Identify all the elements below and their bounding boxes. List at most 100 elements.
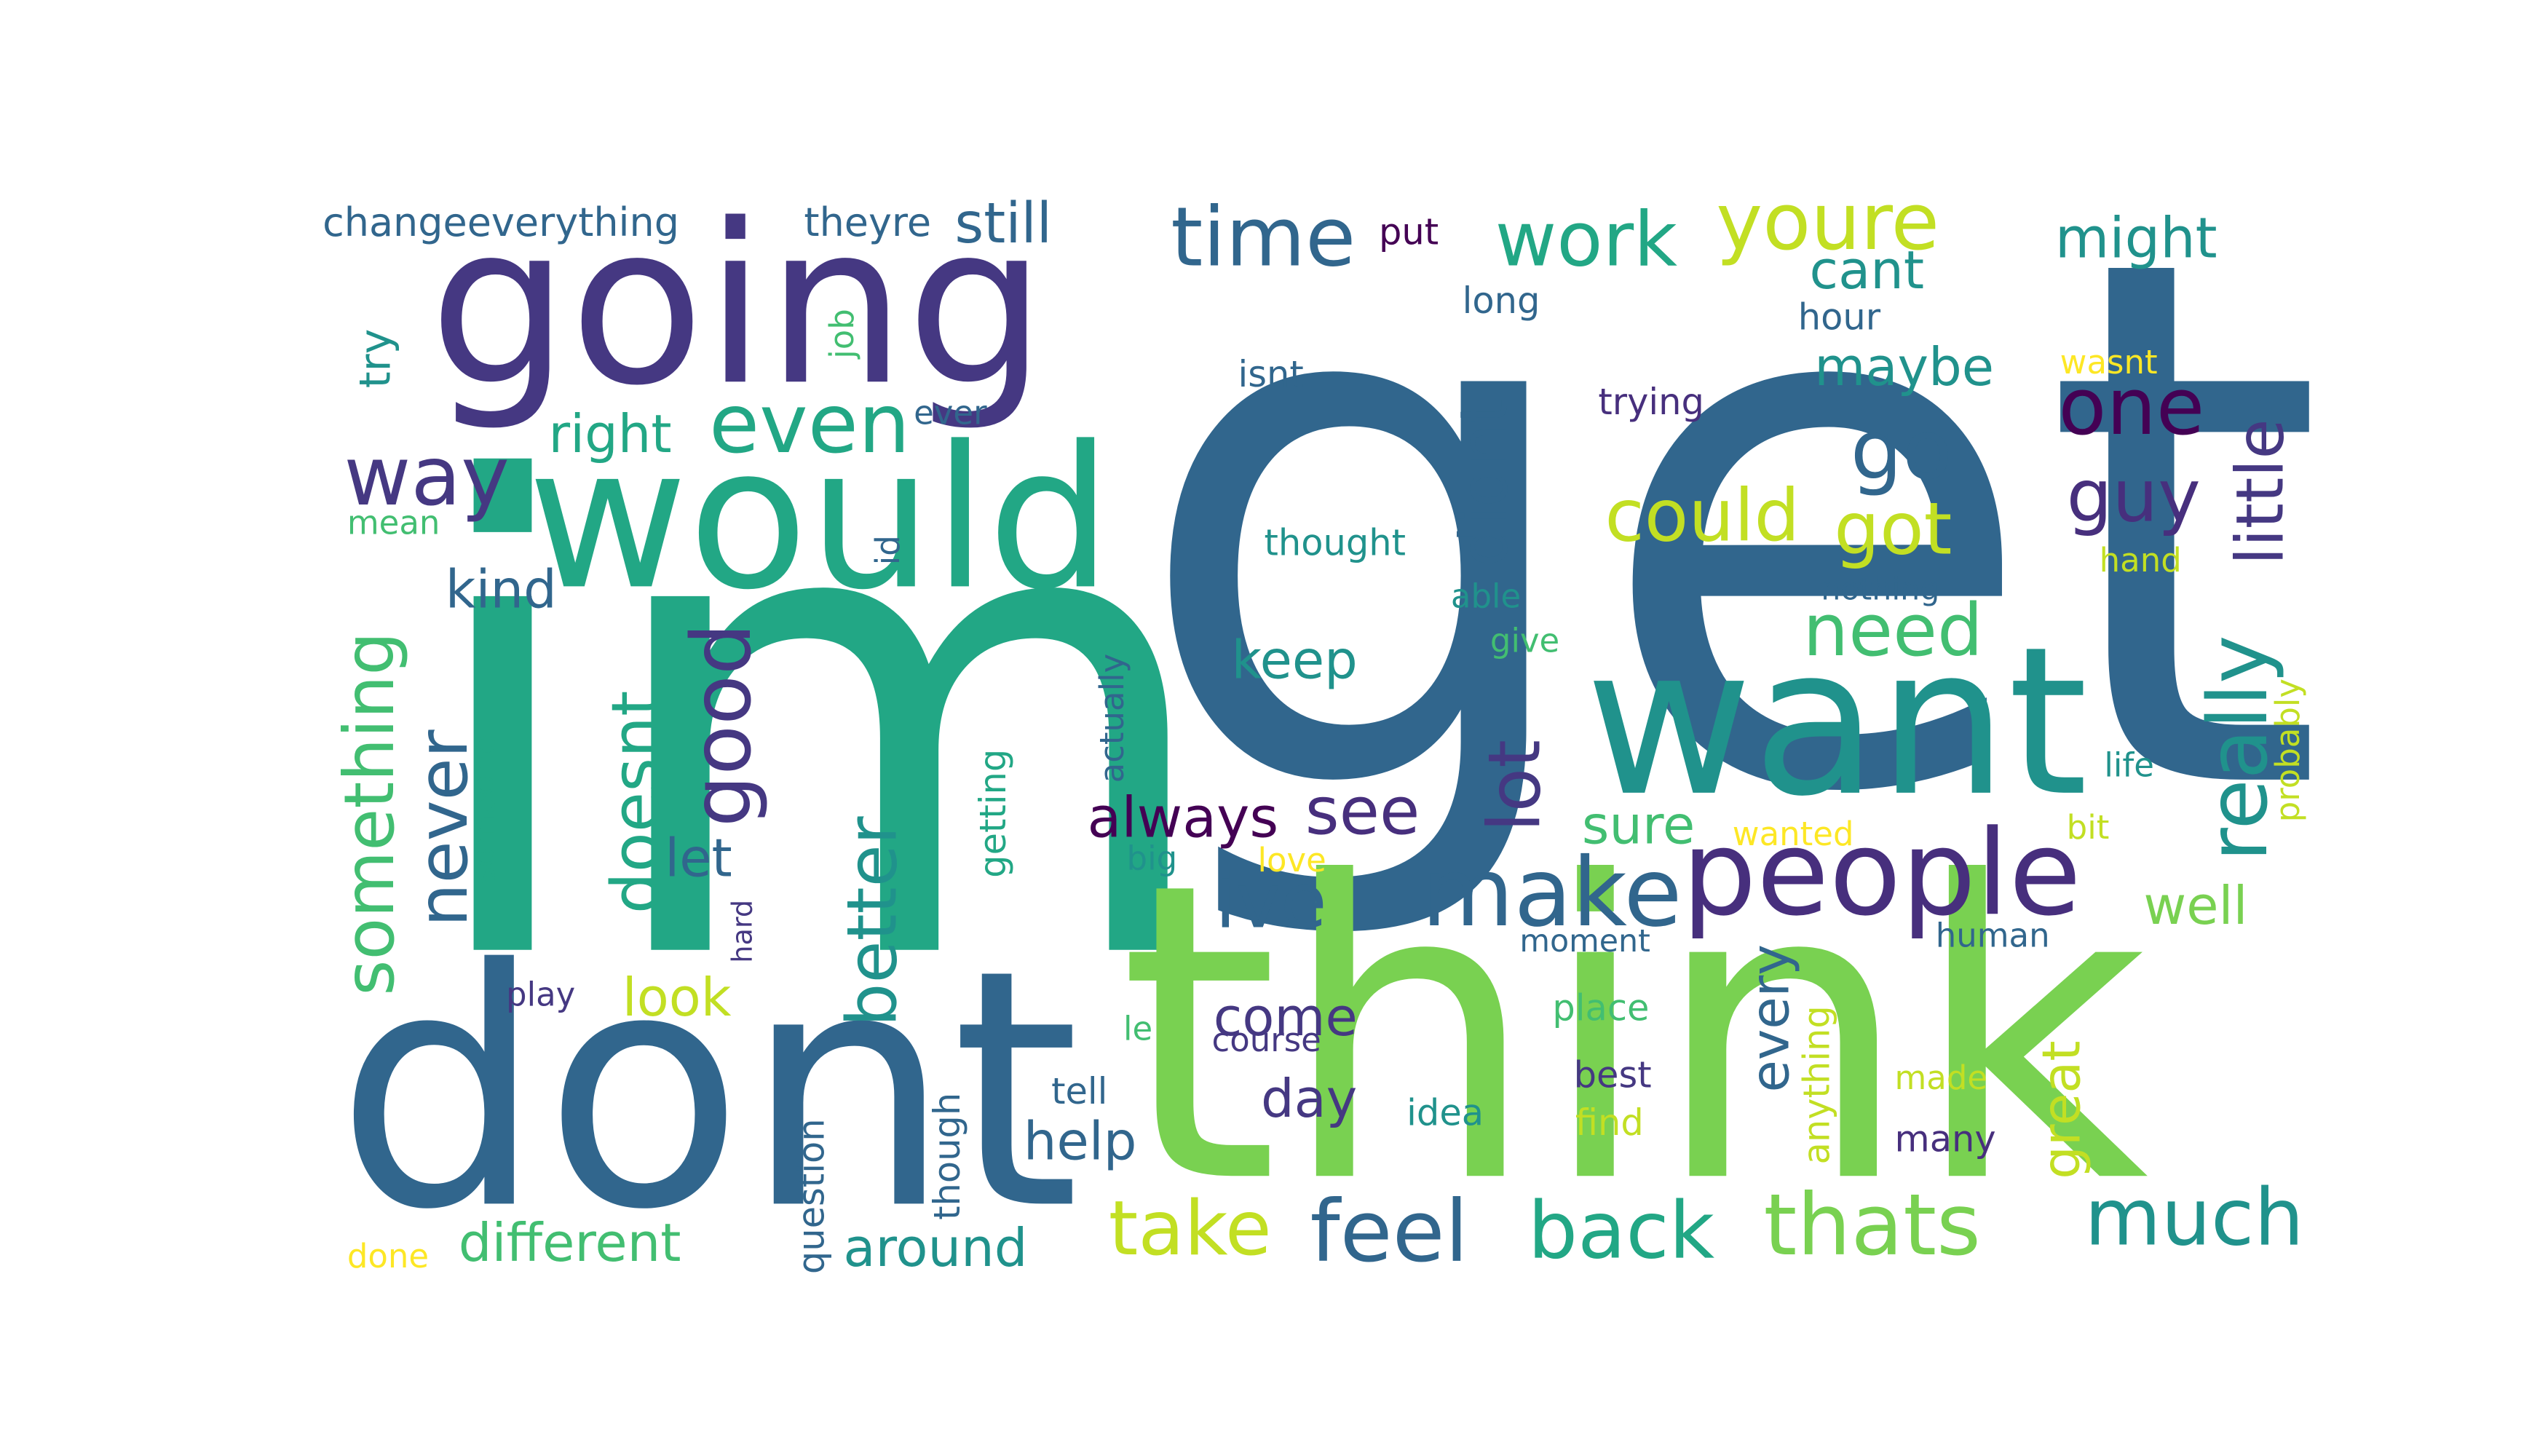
word-made: made (1895, 1059, 1988, 1097)
word-back: back (1528, 1186, 1715, 1277)
word-need: need (1803, 589, 1983, 673)
word-really: really (2191, 635, 2286, 861)
word-doesnt: doesnt (598, 691, 674, 914)
word-thought: thought (1265, 522, 1406, 564)
word-getting: getting (972, 749, 1014, 878)
word-done: done (347, 1237, 429, 1275)
word-get: get (1130, 104, 2327, 952)
word-question: question (790, 1118, 832, 1274)
word-well: well (2143, 875, 2247, 936)
word-go: go (1851, 403, 1952, 498)
word-better: better (832, 816, 912, 1026)
word-look: look (622, 967, 732, 1028)
word-got: got (1834, 487, 1952, 571)
word-wanted: wanted (1733, 815, 1854, 853)
word-dont: dont (336, 900, 1080, 1281)
word-think: think (1118, 796, 2148, 1273)
word-place: place (1552, 987, 1649, 1029)
word-even: even (709, 376, 910, 472)
word-never: never (403, 729, 483, 927)
word-thats: thats (1764, 1175, 1981, 1275)
word-give: give (1490, 621, 1559, 660)
word-see: see (1305, 773, 1420, 850)
word-good: good (674, 623, 769, 827)
word-great: great (2031, 1040, 2092, 1179)
word-play: play (506, 975, 575, 1013)
word-long: long (1463, 280, 1540, 322)
word-way: way (344, 429, 509, 524)
word-want: want (1585, 604, 2088, 842)
word-ever: ever (914, 394, 987, 432)
word-hand: hand (2100, 541, 2182, 579)
word-id: id (869, 535, 907, 565)
word-work: work (1495, 197, 1677, 284)
word-still: still (954, 191, 1052, 256)
word-best: best (1574, 1054, 1652, 1096)
word-different: different (459, 1212, 681, 1273)
word-time: time (1171, 190, 1356, 285)
word-every: every (1739, 944, 1800, 1092)
word-always: always (1088, 786, 1279, 851)
word-little: little (2223, 419, 2299, 565)
word-could: could (1605, 474, 1800, 558)
word-didnt: didnt (1446, 398, 1522, 567)
word-youre: youre (1716, 177, 1939, 268)
word-put: put (1379, 210, 1439, 253)
word-one: one (2058, 362, 2204, 453)
word-moment: moment (1519, 923, 1650, 960)
word-maybe: maybe (1814, 336, 1994, 397)
word-let: let (665, 828, 732, 889)
word-would: would (527, 403, 1112, 633)
word-human: human (1936, 916, 2050, 954)
word-kind: kind (446, 559, 557, 620)
word-might: might (2055, 206, 2217, 271)
word-help: help (1024, 1111, 1137, 1172)
word-bit: bit (2067, 808, 2110, 847)
word-keep: keep (1232, 629, 1358, 690)
word-wasnt: wasnt (2060, 343, 2158, 381)
word-probably: probably (2268, 678, 2307, 822)
word-life: life (2104, 745, 2154, 784)
word-guy: guy (2067, 454, 2201, 538)
word-right: right (549, 403, 672, 464)
word-cant: cant (1810, 240, 1925, 301)
word-lot: lot (1473, 740, 1556, 832)
word-find: find (1575, 1101, 1644, 1144)
word-course: course (1212, 1021, 1321, 1059)
word-idea: idea (1406, 1091, 1484, 1133)
word-le: le (1123, 1010, 1152, 1048)
word-try: try (350, 329, 400, 389)
word-actually: actually (1093, 654, 1131, 783)
word-hard: hard (727, 900, 759, 963)
word-though: though (926, 1093, 968, 1220)
word-much: much (2084, 1173, 2303, 1264)
word-able: able (1451, 577, 1521, 616)
word-around: around (843, 1217, 1027, 1278)
word-people: people (1682, 805, 2081, 942)
word-trying: trying (1598, 381, 1704, 423)
word-feel: feel (1310, 1182, 1468, 1281)
word-take: take (1109, 1185, 1272, 1273)
word-many: many (1895, 1117, 1996, 1160)
word-mean: mean (347, 503, 440, 542)
word-something: something (330, 632, 410, 996)
word-hour: hour (1798, 296, 1881, 338)
word-job: job (823, 309, 861, 360)
word-ive: ive (1215, 858, 1327, 945)
word-theyre: theyre (804, 199, 931, 245)
word-big: big (1127, 839, 1178, 878)
word-make: make (1421, 837, 1682, 948)
word-im: im (413, 349, 1222, 1103)
word-nothing: nothing (1821, 571, 1939, 607)
word-come: come (1214, 986, 1358, 1048)
word-love: love (1258, 841, 1326, 879)
word-sure: sure (1582, 795, 1695, 856)
word-day: day (1261, 1068, 1357, 1129)
word-going: going (429, 176, 1046, 434)
word-tell: tell (1051, 1070, 1107, 1112)
word-someone: someone (464, 735, 502, 885)
word-anything: anything (1796, 1005, 1838, 1164)
word-changeeverything: changeeverything (323, 199, 679, 245)
